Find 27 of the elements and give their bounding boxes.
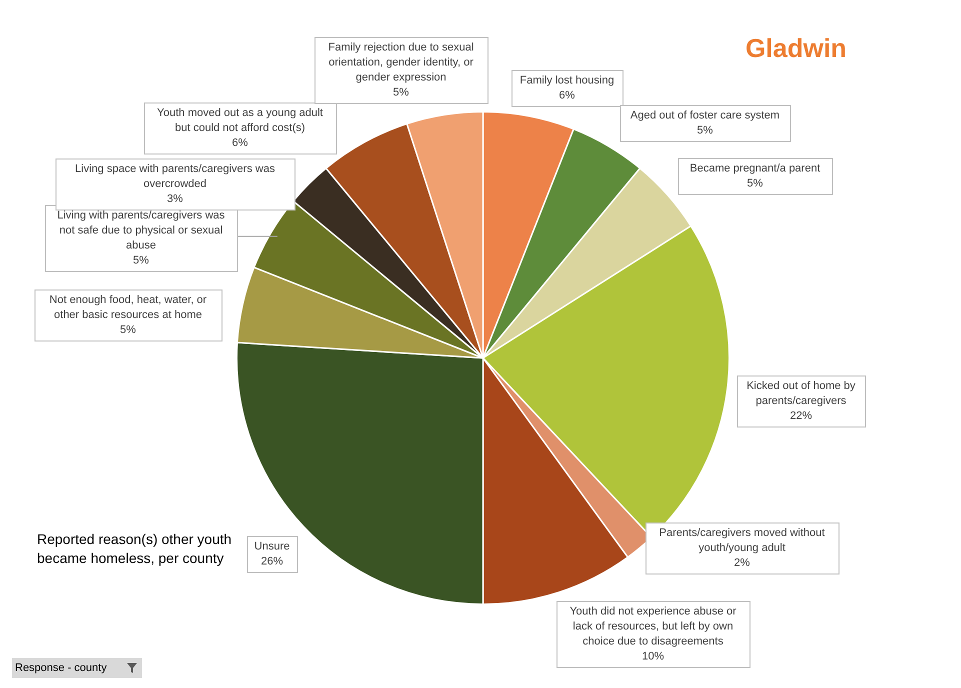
data-label: 10% bbox=[642, 650, 664, 663]
slice-label: Family lost housing bbox=[520, 74, 614, 87]
data-label: 3% bbox=[167, 193, 184, 206]
slice-label: Kicked out of home by parents/caregivers bbox=[746, 380, 856, 408]
slice-label: Living with parents/caregivers was not safe due to physical or sexual abuse bbox=[57, 210, 226, 252]
slice-label: Living space with parents/caregivers was overcrowded bbox=[75, 163, 276, 190]
slice-label: Family rejection due to sexual orientation, gender identity, or gender expression bbox=[328, 42, 474, 84]
slice-label: Youth moved out as a young adult but could not afford cost(s) bbox=[157, 107, 323, 134]
data-label: 5% bbox=[747, 178, 764, 190]
data-label: 5% bbox=[393, 86, 410, 99]
text: Reported reason(s) other youth became homeless, per county bbox=[37, 530, 232, 566]
chart-title: Gladwin bbox=[745, 33, 847, 64]
data-label: 2% bbox=[734, 557, 750, 570]
slice-label: Became pregnant/a parent bbox=[690, 162, 820, 175]
slice-label: Unsure bbox=[254, 540, 290, 553]
data-label: 5% bbox=[697, 124, 714, 137]
data-label: 6% bbox=[232, 137, 248, 150]
text: Response - county bbox=[15, 662, 108, 674]
data-label: 6% bbox=[559, 90, 576, 102]
data-label: 5% bbox=[133, 254, 150, 267]
slice-label: Aged out of foster care system bbox=[630, 110, 780, 122]
slice-label: Youth did not experience abuse or lack of resources, but left by own choice due to disagreements bbox=[570, 606, 737, 648]
slice-label: Not enough food, heat, water, or other basic resources at home bbox=[49, 294, 207, 322]
data-label: 5% bbox=[120, 324, 136, 336]
data-label: 22% bbox=[790, 410, 812, 422]
slice-label: Parents/caregivers moved without youth/young adult bbox=[659, 527, 825, 554]
data-label: 26% bbox=[260, 556, 284, 568]
